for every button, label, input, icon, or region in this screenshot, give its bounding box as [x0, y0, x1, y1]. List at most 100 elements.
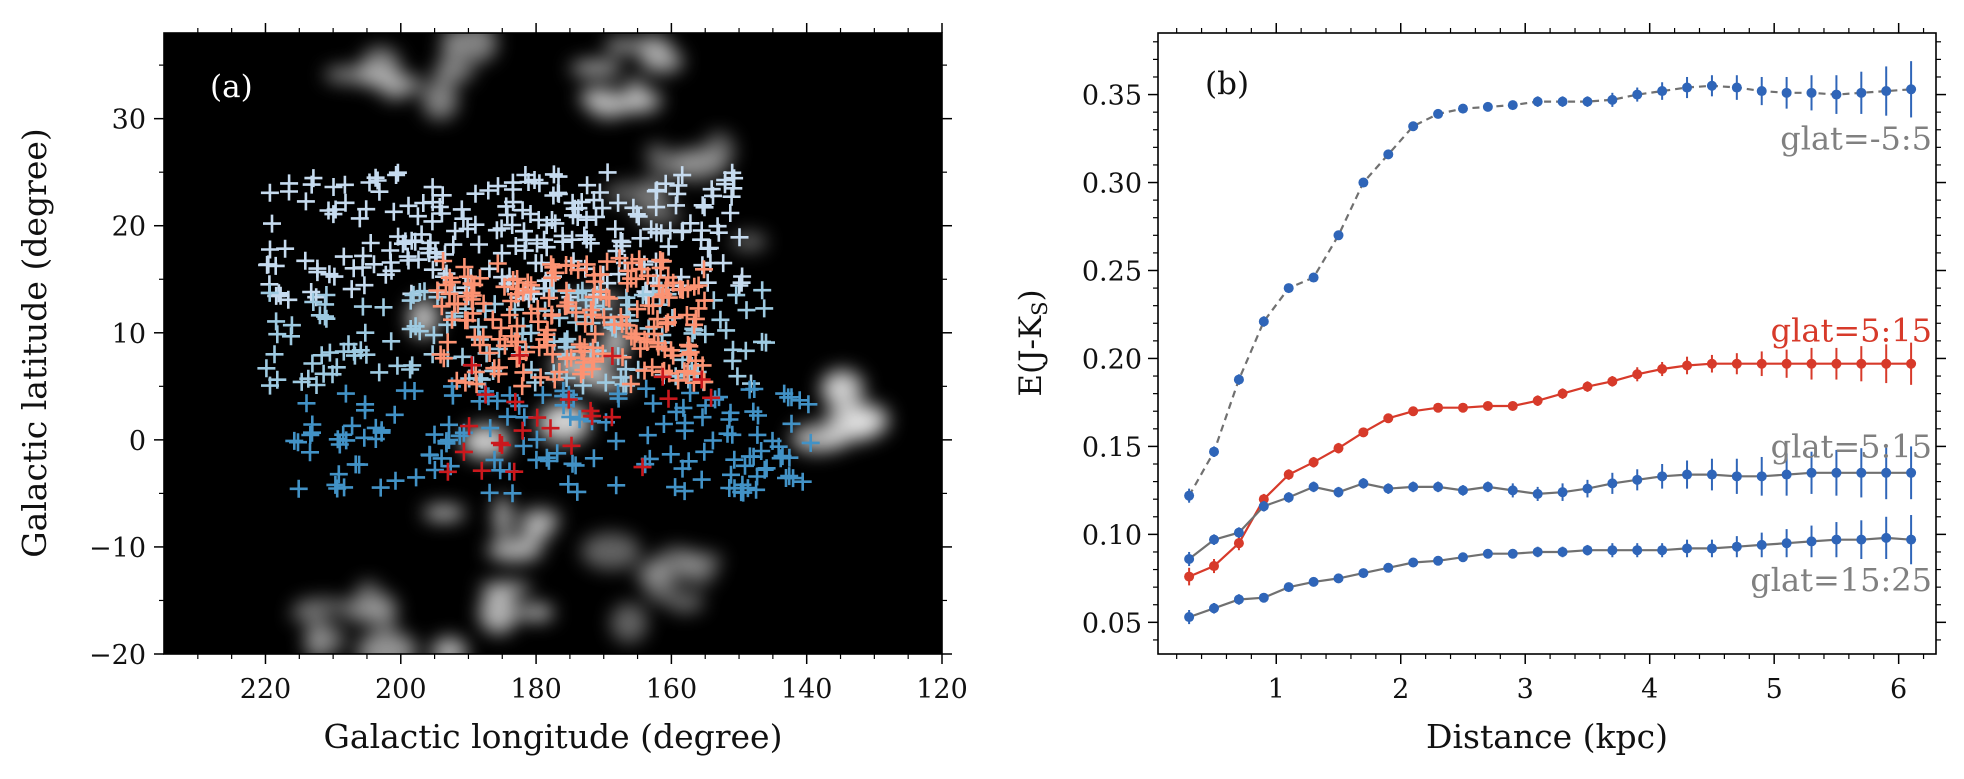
data-point: [1209, 446, 1220, 457]
star-marker-0-224: [423, 193, 442, 212]
data-point: [1856, 467, 1867, 478]
dust-cloud-4-8: [820, 369, 865, 409]
panel-b-xlabel: Distance (kpc): [1426, 717, 1668, 756]
star-marker-1-36: [260, 283, 279, 302]
star-marker-2-31: [757, 459, 776, 478]
star-marker-2-69: [609, 384, 627, 403]
star-marker-0-141: [721, 204, 740, 222]
star-marker-3-49: [500, 306, 519, 324]
star-marker-1-47: [353, 297, 372, 316]
star-marker-1-98: [573, 281, 592, 300]
panel-b-label: (b): [1205, 66, 1249, 102]
data-point: [1906, 358, 1917, 369]
data-point: [1333, 573, 1344, 584]
panel-a-frame: [163, 32, 943, 655]
star-marker-3-31: [540, 289, 559, 307]
star-marker-2-102: [420, 445, 439, 464]
star-marker-0-208: [714, 254, 733, 273]
star-marker-3-174: [598, 252, 617, 271]
data-point: [1831, 534, 1842, 545]
data-point: [1657, 86, 1668, 97]
star-marker-0-223: [504, 180, 522, 199]
star-marker-3-131: [440, 268, 459, 287]
star-marker-0-42: [335, 175, 354, 194]
star-marker-3-104: [652, 288, 671, 306]
panel-a-stars: [257, 163, 820, 503]
star-marker-3-148: [545, 370, 564, 389]
star-marker-4-13: [603, 347, 622, 365]
data-point: [1881, 467, 1892, 478]
star-marker-0-81: [387, 166, 406, 184]
star-marker-2-126: [366, 430, 385, 448]
data-point: [1856, 358, 1867, 369]
star-marker-0-169: [647, 198, 666, 217]
data-point: [1806, 358, 1817, 369]
star-marker-0-203: [577, 210, 596, 229]
star-marker-2-147: [771, 449, 790, 468]
data-point: [1657, 545, 1668, 556]
star-marker-0-92: [342, 280, 361, 299]
star-marker-0-153: [466, 215, 485, 234]
star-marker-0-192: [563, 230, 582, 249]
star-marker-4-1: [541, 419, 560, 438]
star-marker-0-64: [271, 286, 290, 305]
dust-cloud-6-3: [355, 629, 412, 654]
star-marker-0-48: [498, 205, 517, 224]
star-marker-0-188: [296, 192, 315, 211]
star-marker-3-65: [502, 292, 521, 310]
star-marker-3-72: [443, 310, 461, 329]
dust-cloud-4-5: [840, 403, 878, 442]
data-point: [1283, 492, 1294, 503]
star-marker-2-115: [570, 410, 589, 429]
star-marker-0-70: [276, 239, 295, 258]
star-marker-0-14: [260, 183, 279, 202]
star-marker-1-59: [755, 299, 774, 318]
star-marker-3-164: [654, 285, 673, 304]
star-marker-4-8: [438, 462, 457, 481]
star-marker-1-104: [736, 341, 755, 360]
star-marker-3-129: [557, 281, 576, 300]
star-marker-1-124: [717, 321, 736, 340]
data-point: [1731, 541, 1742, 552]
star-marker-2-37: [561, 408, 580, 426]
data-point: [1507, 485, 1518, 496]
data-point: [1233, 374, 1244, 385]
star-marker-0-195: [396, 232, 415, 251]
star-marker-2-122: [744, 447, 763, 466]
data-point: [1557, 96, 1568, 107]
star-marker-0-29: [722, 187, 741, 206]
star-marker-2-55: [703, 431, 722, 450]
star-marker-3-87: [438, 333, 457, 352]
data-point: [1831, 467, 1842, 478]
series-label-3: glat=15:25: [1750, 561, 1932, 599]
star-marker-2-101: [437, 432, 456, 451]
star-marker-4-10: [528, 408, 547, 427]
star-marker-2-79: [346, 455, 365, 474]
star-marker-0-109: [535, 230, 554, 249]
panel-b-ylabel-sub: S: [1028, 301, 1052, 315]
star-marker-0-61: [609, 265, 628, 284]
star-marker-3-181: [610, 249, 629, 268]
data-point: [1632, 89, 1643, 100]
star-marker-3-189: [685, 315, 704, 334]
star-marker-0-43: [423, 178, 442, 197]
star-marker-0-152: [521, 205, 540, 223]
star-marker-3-128: [562, 256, 581, 275]
star-marker-4-11: [490, 434, 509, 452]
star-marker-3-56: [428, 281, 447, 300]
star-marker-4-16: [454, 442, 473, 461]
star-marker-0-222: [489, 177, 507, 196]
dust-cloud-0-5: [432, 60, 474, 83]
star-marker-0-90: [503, 216, 522, 234]
panel-a-xlabel: Galactic longitude (degree): [324, 717, 783, 756]
star-marker-2-42: [356, 395, 375, 414]
star-marker-2-111: [563, 454, 582, 473]
star-marker-0-162: [517, 230, 536, 249]
star-marker-3-117: [695, 260, 713, 279]
star-marker-2-148: [498, 407, 517, 426]
panel-a: 220 200 180 160 140 120 30 20 10 0 −10 −20 (a) Gala…: [15, 23, 968, 756]
star-marker-1-135: [299, 369, 318, 388]
star-marker-0-185: [549, 167, 568, 186]
star-marker-3-120: [518, 273, 537, 292]
data-point: [1706, 80, 1717, 91]
